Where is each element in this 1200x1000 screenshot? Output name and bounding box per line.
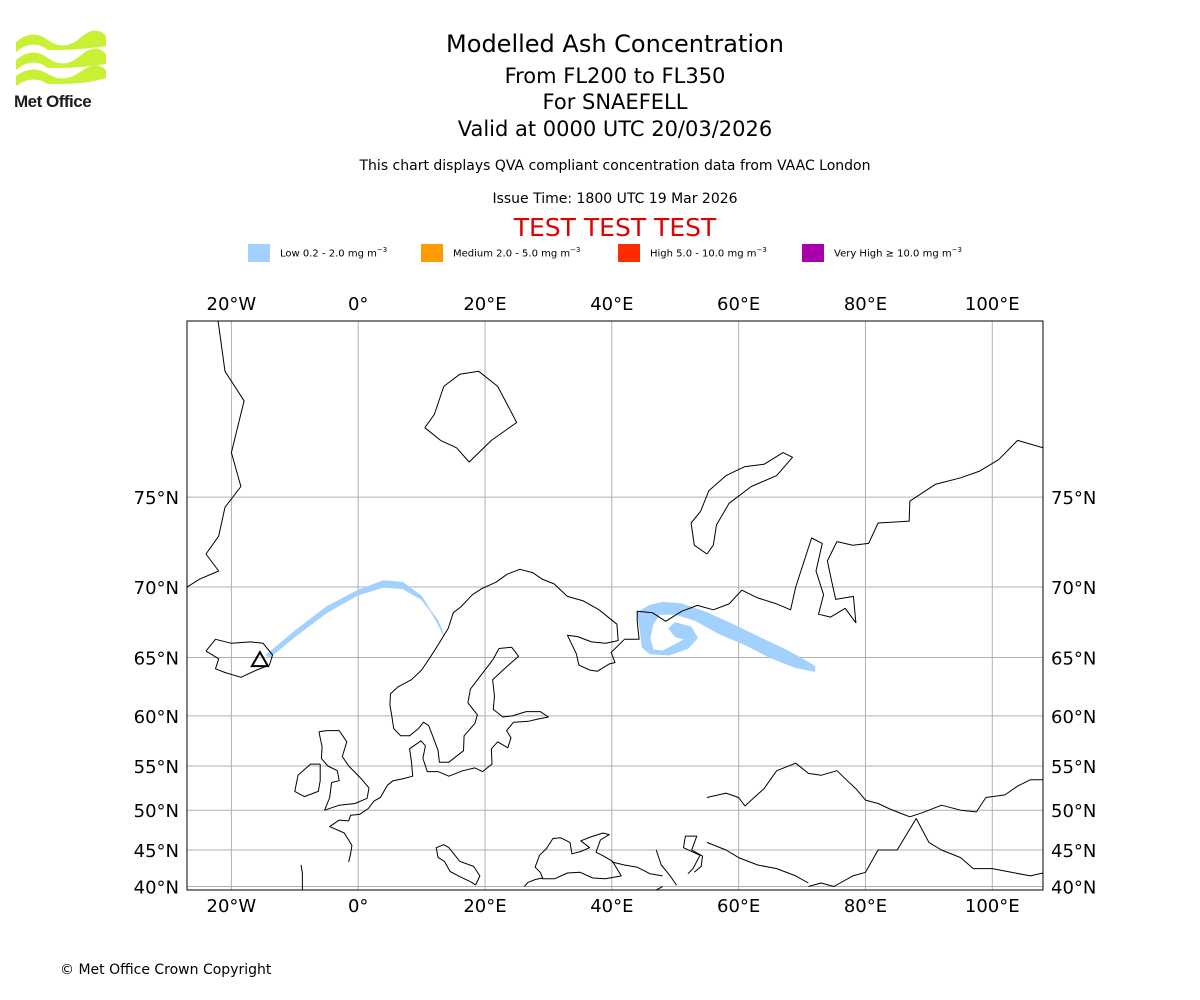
- coastline: [706, 841, 809, 884]
- bottom-lon-tick-label: 40°E: [590, 896, 633, 917]
- right-lat-tick-label: 45°N: [1051, 841, 1096, 862]
- right-lat-tick-label: 70°N: [1051, 578, 1096, 599]
- legend-label-medium: Medium 2.0 - 5.0 mg m−3: [453, 246, 581, 260]
- coastline: [205, 638, 274, 678]
- left-lat-tick-label: 70°N: [134, 578, 179, 599]
- left-lat-tick-label: 40°N: [134, 878, 179, 899]
- coastline: [523, 832, 622, 887]
- chart-title: Modelled Ash Concentration: [446, 30, 784, 58]
- top-lon-tick-label: 40°E: [590, 294, 633, 315]
- volcano-triangle-icon: [250, 650, 270, 668]
- map-tick-labels: 20°W 20°W 0° 0° 20°E 20°E 40°E 40°E 60°E 60°E 80°E…: [134, 294, 1097, 917]
- coastline: [300, 864, 303, 890]
- top-lon-tick-label: 60°E: [717, 294, 760, 315]
- coastline: [683, 835, 703, 875]
- right-lat-tick-label: 65°N: [1051, 649, 1096, 670]
- top-lon-tick-label: 80°E: [844, 294, 887, 315]
- right-lat-tick-label: 75°N: [1051, 488, 1096, 509]
- bottom-lon-tick-label: 0°: [348, 896, 368, 917]
- legend-swatch-very-high: [802, 244, 824, 262]
- left-lat-tick-label: 60°N: [134, 707, 179, 728]
- right-lat-tick-label: 60°N: [1051, 707, 1096, 728]
- left-lat-tick-label: 65°N: [134, 649, 179, 670]
- legend-swatch-low: [248, 244, 270, 262]
- copyright-notice: © Met Office Crown Copyright: [60, 962, 272, 978]
- coastline: [611, 861, 663, 877]
- bottom-lon-tick-label: 60°E: [717, 896, 760, 917]
- top-lon-tick-label: 100°E: [965, 294, 1020, 315]
- ash-plume-russia: [636, 601, 816, 672]
- right-lat-tick-label: 40°N: [1051, 878, 1096, 899]
- valid-time-subtitle: Valid at 0000 UTC 20/03/2026: [457, 117, 773, 141]
- coastline: [329, 439, 1043, 863]
- ash-plume-north-atlantic: [265, 580, 445, 659]
- coastline: [706, 762, 1043, 818]
- left-lat-tick-label: 55°N: [134, 757, 179, 778]
- coastline: [424, 370, 518, 463]
- met-office-logo: Met Office: [14, 30, 106, 112]
- volcano-subtitle: For SNAEFELL: [542, 90, 688, 114]
- map-frame: [186, 320, 1044, 891]
- left-lat-tick-label: 50°N: [134, 801, 179, 822]
- legend-label-high: High 5.0 - 10.0 mg m−3: [650, 246, 767, 260]
- coastline-layer: [187, 321, 1043, 890]
- legend-label-very-high: Very High ≥ 10.0 mg m−3: [834, 246, 962, 260]
- coastline: [655, 886, 663, 890]
- legend-swatch-high: [618, 244, 640, 262]
- coastline: [690, 452, 793, 555]
- top-lon-tick-label: 0°: [348, 294, 368, 315]
- coastline: [808, 818, 1043, 887]
- right-lat-tick-label: 55°N: [1051, 757, 1096, 778]
- chart-description: This chart displays QVA compliant concen…: [359, 158, 871, 174]
- top-lon-tick-label: 20°W: [207, 294, 257, 315]
- coastline: [655, 849, 677, 886]
- left-lat-tick-label: 45°N: [134, 841, 179, 862]
- coastline: [435, 844, 481, 886]
- volcano-marker: [250, 650, 270, 668]
- issue-time: Issue Time: 1800 UTC 19 Mar 2026: [492, 191, 738, 207]
- map-graticule: [187, 321, 1043, 890]
- coastline: [318, 730, 370, 811]
- bottom-lon-tick-label: 20°E: [463, 896, 506, 917]
- ash-plume-layer: [265, 580, 816, 672]
- coastline: [187, 321, 245, 588]
- flight-level-subtitle: From FL200 to FL350: [504, 64, 726, 88]
- top-lon-tick-label: 20°E: [463, 294, 506, 315]
- logo-wordmark: Met Office: [14, 92, 92, 111]
- bottom-lon-tick-label: 80°E: [844, 896, 887, 917]
- legend-swatch-medium: [421, 244, 443, 262]
- legend-label-low: Low 0.2 - 2.0 mg m−3: [280, 246, 388, 260]
- right-lat-tick-label: 50°N: [1051, 801, 1096, 822]
- bottom-lon-tick-label: 100°E: [965, 896, 1020, 917]
- left-lat-tick-label: 75°N: [134, 488, 179, 509]
- test-banner: TEST TEST TEST: [513, 213, 717, 242]
- bottom-lon-tick-label: 20°W: [207, 896, 257, 917]
- met-office-wave-icon: [16, 30, 106, 86]
- coastline: [294, 763, 321, 798]
